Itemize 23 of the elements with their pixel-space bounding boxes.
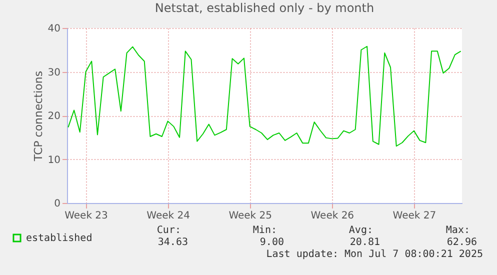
x-tick-label: Week 26 (310, 210, 354, 222)
x-tick-label: Week 23 (64, 210, 108, 222)
text: Min: (252, 225, 277, 236)
x-tick-label: Week 24 (146, 210, 190, 222)
text: 20.81 (350, 237, 380, 248)
y-tick-label: 30 (48, 67, 60, 78)
y-tick-label: 0 (54, 198, 60, 210)
x-tick-label: Week 25 (228, 210, 272, 222)
legend-label: established (26, 233, 92, 244)
text: 62.96 (446, 237, 477, 248)
text: Avg: (348, 225, 373, 236)
y-axis-title: TCP connections (32, 70, 45, 162)
y-tick-label: 10 (48, 154, 60, 166)
y-tick-label: 20 (48, 111, 60, 122)
y-tick-label: 40 (48, 24, 60, 34)
text: Max: (446, 225, 470, 236)
text: Last update: Mon Jul 7 08:00:21 2025 (266, 249, 483, 260)
chart-title: Netstat, established only - by month (154, 1, 374, 15)
text: 34.63 (158, 237, 188, 248)
text: Cur: (156, 225, 181, 236)
line-series (68, 46, 462, 147)
text: 9.00 (260, 237, 284, 248)
x-tick-label: Week 27 (392, 210, 436, 222)
